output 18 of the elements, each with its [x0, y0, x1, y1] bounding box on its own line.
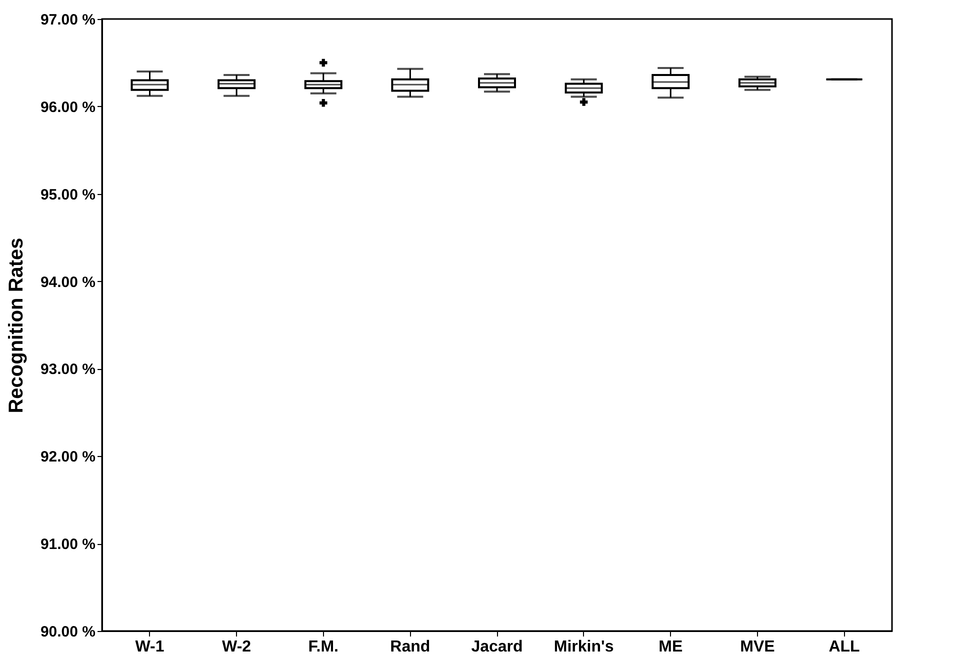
y-tick-label: 94.00 %	[40, 274, 96, 291]
y-tick-label: 96.00 %	[40, 98, 96, 116]
y-tick-label: 90.00 %	[40, 624, 96, 640]
y-tick-label: 95.00 %	[40, 186, 96, 204]
x-tick-label: ALL	[828, 638, 860, 656]
x-tick-label: MVE	[740, 638, 776, 656]
x-tick-label: W-1	[135, 638, 164, 656]
x-tick-label: F.M.	[308, 638, 338, 656]
y-tick-label: 91.00 %	[40, 536, 96, 554]
x-tick-label: Rand	[390, 638, 430, 656]
y-tick-label: 97.00 %	[40, 12, 96, 28]
y-axis-title: Recognition Rates	[5, 238, 28, 414]
x-tick-label: Jacard	[471, 638, 523, 656]
x-tick-label: W-2	[222, 638, 252, 656]
y-tick-label: 92.00 %	[40, 448, 96, 466]
y-tick-label: 93.00 %	[40, 361, 96, 378]
x-tick-label: Mirkin's	[554, 638, 614, 656]
x-tick-label: ME	[658, 638, 683, 656]
